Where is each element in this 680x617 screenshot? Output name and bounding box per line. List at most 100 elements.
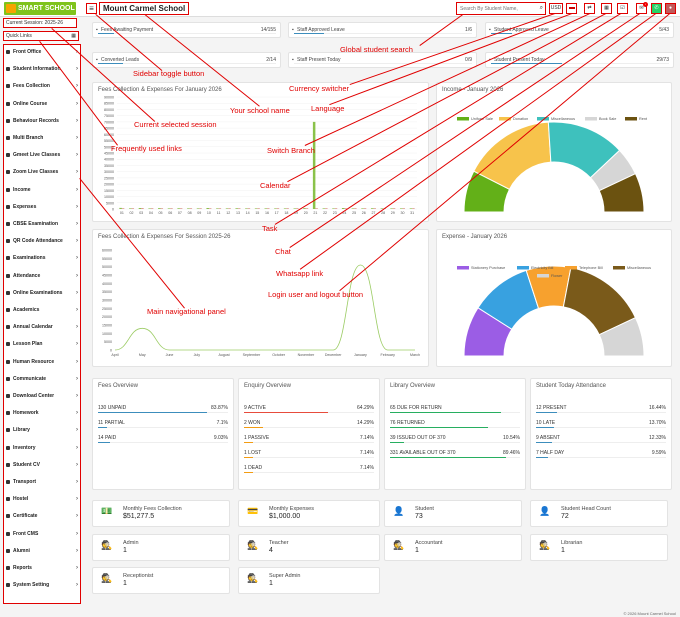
global-search[interactable]: ⌕: [456, 2, 546, 15]
sidebar-item[interactable]: Multi Branch ›: [4, 133, 80, 150]
calendar-icon: ▦: [604, 5, 609, 11]
x-tick-label: April: [111, 353, 118, 357]
stat-card: ▪ Staff Approved Leave 1/6: [288, 22, 477, 38]
stat-progress-fill: [98, 63, 123, 64]
sidebar-item[interactable]: CBSE Examination ›: [4, 219, 80, 236]
stat-card: ▪ Fees Awaiting Payment 14/155: [92, 22, 281, 38]
sidebar-item[interactable]: Hostel ›: [4, 494, 80, 511]
y-tick-label: 15000: [104, 189, 114, 193]
bus-icon: [6, 480, 10, 484]
chevron-right-icon: ›: [76, 100, 78, 107]
sidebar-item[interactable]: Lesson Plan ›: [4, 339, 80, 356]
whatsapp-link[interactable]: ✆: [651, 3, 662, 14]
sidebar-item[interactable]: Human Resource ›: [4, 357, 80, 374]
sidebar-item[interactable]: Reports ›: [4, 563, 80, 580]
quick-links-button[interactable]: Quick Links ▦: [3, 31, 79, 41]
current-session[interactable]: Current Session: 2025-26: [3, 18, 77, 28]
sidebar-item-label: Front Office: [13, 49, 42, 55]
user-avatar-icon: ●: [668, 5, 673, 11]
legend-label: Donation: [513, 117, 528, 121]
summary-box-value: 73: [415, 513, 423, 520]
x-tick-label: 10: [207, 211, 211, 215]
overview-progress-bar: [390, 457, 520, 458]
sidebar-item[interactable]: Annual Calendar ›: [4, 322, 80, 339]
sidebar-item[interactable]: Academics ›: [4, 305, 80, 322]
sidebar-item[interactable]: Income ›: [4, 185, 80, 202]
overview-progress-fill: [390, 427, 488, 428]
x-tick-label: 02: [130, 211, 134, 215]
flask-icon: [6, 411, 10, 416]
gear-icon: [6, 583, 10, 588]
chevron-right-icon: ›: [76, 427, 78, 434]
sidebar-item[interactable]: Examinations ›: [4, 253, 80, 270]
x-tick-label: 17: [275, 211, 279, 215]
sidebar-item[interactable]: Zoom Live Classes ›: [4, 167, 80, 184]
overview-row-label: 7 HALF DAY: [536, 450, 565, 456]
overview-progress-fill: [244, 457, 254, 458]
anno-global-search: Global student search: [340, 45, 413, 54]
sidebar-item[interactable]: Inventory ›: [4, 443, 80, 460]
sidebar-item[interactable]: System Setting ›: [4, 580, 80, 597]
library-overview-card: Library Overview 65 DUE FOR RETURN 76 RETU…: [384, 378, 526, 490]
switch-branch-button[interactable]: ⇄: [584, 3, 595, 14]
sidebar-item-label: Expenses: [13, 203, 37, 210]
stat-progress-bar: [294, 33, 472, 34]
sidebar-item[interactable]: Transport ›: [4, 477, 80, 494]
bullhorn-icon: [6, 376, 10, 381]
currency-switcher[interactable]: USD: [549, 3, 563, 14]
overview-row: 65 DUE FOR RETURN: [390, 405, 520, 418]
sidebar-item[interactable]: Certificate ›: [4, 511, 80, 528]
sidebar-item[interactable]: Behaviour Records ›: [4, 116, 80, 133]
summary-box-label: Librarian: [561, 539, 583, 546]
x-tick-label: 12: [226, 211, 230, 215]
search-input[interactable]: [457, 3, 545, 14]
stat-progress-fill: [294, 33, 325, 34]
overview-row: 39 ISSUED OUT OF 370 10.54%: [390, 435, 520, 448]
sidebar-toggle-button[interactable]: ≡: [86, 3, 97, 14]
chevron-right-icon: ›: [76, 272, 78, 279]
overview-row: 1 LOST 7.14%: [244, 450, 374, 463]
chat-button[interactable]: ✉ •: [636, 2, 648, 14]
sidebar-item-label: Student CV: [13, 461, 40, 468]
sidebar-item[interactable]: Alumni ›: [4, 546, 80, 563]
video-icon: [6, 101, 10, 106]
sidebar-item[interactable]: Online Course ›: [4, 99, 80, 116]
sidebar-item[interactable]: QR Code Attendance ›: [4, 236, 80, 253]
sidebar-item[interactable]: Front CMS ›: [4, 529, 80, 546]
overview-row: 76 RETURNED: [390, 420, 520, 433]
sidebar-item[interactable]: Student CV ›: [4, 460, 80, 477]
user-secret-icon: 🕵: [246, 573, 260, 584]
sidebar-item-label: Student Information: [13, 66, 61, 73]
x-tick-label: 03: [139, 211, 143, 215]
user-logout-button[interactable]: ●: [665, 3, 676, 14]
sidebar-item[interactable]: Online Examinations ›: [4, 288, 80, 305]
anno-language: Language: [311, 104, 345, 113]
overview-row: 14 PAID 9.03%: [98, 435, 228, 448]
sidebar-item[interactable]: Gmeet Live Classes ›: [4, 150, 80, 167]
language-button[interactable]: [566, 3, 577, 14]
sidebar-item[interactable]: Homework ›: [4, 408, 80, 425]
y-tick-label: 60000: [102, 249, 112, 253]
overview-progress-fill: [536, 412, 558, 413]
sidebar-item[interactable]: Communicate ›: [4, 374, 80, 391]
legend-swatch: [537, 117, 549, 121]
app-logo[interactable]: SMART SCHOOL: [4, 2, 76, 15]
sidebar-item[interactable]: Front Office ›: [4, 47, 80, 64]
sidebar-item[interactable]: Student Information ›: [4, 64, 80, 81]
sidebar-item[interactable]: Expenses ›: [4, 202, 80, 219]
sidebar-item[interactable]: Fees Collection ›: [4, 81, 80, 98]
sidebar-item[interactable]: Library ›: [4, 425, 80, 442]
overview-row-value: 14.29%: [357, 420, 374, 426]
collection-bar: [409, 208, 413, 209]
sidebar-item[interactable]: Attendance ›: [4, 271, 80, 288]
chevron-right-icon: ›: [76, 307, 78, 313]
legend-label: Uniform Sale: [471, 117, 493, 121]
y-tick-label: 5000: [106, 201, 114, 205]
sidebar-item-label: Gmeet Live Classes: [13, 152, 61, 159]
sidebar-item[interactable]: Download Center ›: [4, 391, 80, 408]
search-icon[interactable]: ⌕: [539, 5, 543, 11]
calendar-button[interactable]: ▦: [601, 3, 612, 14]
task-button[interactable]: ☑: [617, 3, 628, 14]
summary-box: 👤 Student Head Count 72: [530, 500, 668, 527]
overview-row: 2 WON 14.29%: [244, 420, 374, 433]
